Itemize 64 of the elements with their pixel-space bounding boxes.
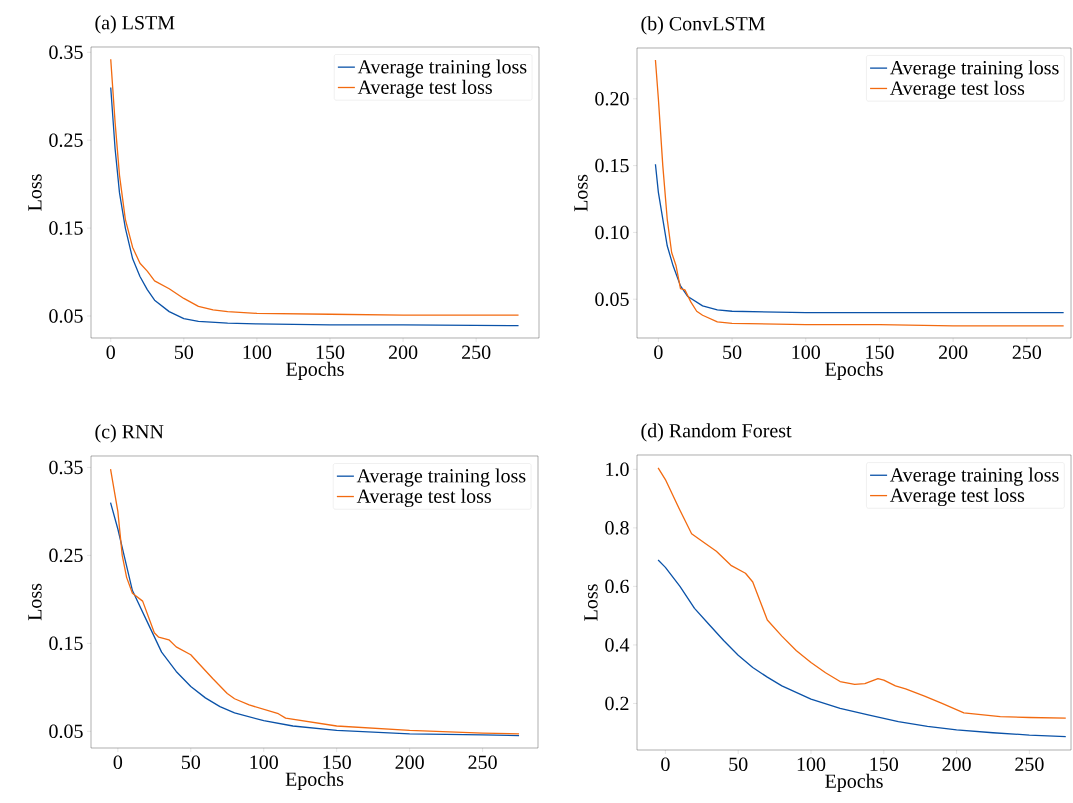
y-tick-label: 0.35 (49, 460, 83, 475)
chart-title: (d) Random Forest (641, 423, 792, 442)
chart-title: (b) ConvLSTM (641, 16, 765, 35)
x-axis-title: Epochs (825, 361, 883, 380)
x-tick-label: 50 (729, 757, 748, 772)
y-tick-label: 0.15 (49, 636, 83, 651)
x-axis-title: Epochs (286, 361, 344, 380)
legend-label: Average test loss (889, 487, 1025, 507)
y-tick-label: 0.20 (595, 91, 629, 106)
y-tick-label: 0.35 (49, 45, 83, 60)
x-tick-label: 250 (1012, 345, 1042, 360)
x-tick-label: 50 (181, 755, 201, 770)
legend-label: Average training loss (889, 60, 1059, 79)
legend-label: Average training loss (357, 59, 527, 78)
x-tick-label: 0 (661, 757, 670, 772)
chart-title: (c) RNN (95, 424, 164, 443)
x-tick-label: 250 (462, 345, 491, 360)
legend-label: Average test loss (357, 79, 492, 98)
x-tick-label: 100 (250, 755, 278, 770)
y-tick-label: 0.25 (49, 133, 83, 147)
x-tick-label: 150 (870, 757, 899, 772)
y-tick-label: 0.15 (595, 158, 629, 173)
x-tick-label: 200 (388, 345, 418, 360)
x-tick-label: 0 (106, 345, 115, 360)
y-axis-title: Loss (28, 583, 42, 621)
y-tick-label: 0.10 (595, 225, 629, 240)
y-axis-title: Loss (28, 174, 42, 211)
x-tick-label: 150 (323, 755, 351, 770)
x-tick-label: 150 (316, 345, 345, 360)
legend-label: Average training loss (889, 467, 1059, 486)
x-tick-label: 250 (1015, 757, 1044, 772)
line-series (657, 467, 1067, 719)
x-axis-title: Epochs (285, 771, 344, 790)
x-tick-label: 150 (866, 345, 894, 360)
legend-label: Average training loss (356, 468, 526, 487)
x-tick-label: 50 (723, 345, 742, 360)
x-tick-label: 100 (797, 757, 826, 772)
y-tick-label: 0.05 (49, 309, 83, 323)
y-tick-label: 0.05 (49, 724, 83, 739)
x-tick-label: 50 (174, 345, 194, 360)
x-tick-label: 100 (792, 345, 820, 360)
x-tick-label: 200 (395, 755, 424, 770)
y-tick-label: 0.25 (49, 548, 83, 563)
x-tick-label: 250 (468, 755, 497, 770)
y-tick-label: 0.2 (605, 696, 629, 711)
y-tick-label: 0.15 (49, 221, 83, 235)
y-tick-label: 0.05 (595, 292, 629, 307)
line-series (657, 559, 1067, 738)
x-tick-label: 100 (243, 345, 272, 360)
chart-title: (a) LSTM (95, 15, 175, 34)
y-tick-label: 1.0 (606, 462, 629, 477)
x-tick-label: 200 (942, 757, 971, 772)
y-tick-label: 0.4 (605, 638, 630, 652)
y-tick-label: 0.8 (605, 521, 629, 535)
legend-label: Average test loss (356, 488, 491, 508)
y-tick-label: 0.6 (605, 579, 629, 594)
line-series (654, 59, 1065, 327)
legend-label: Average test loss (889, 80, 1025, 99)
x-tick-label: 0 (654, 345, 663, 360)
x-tick-label: 200 (938, 345, 968, 360)
y-axis-title: Loss (584, 584, 598, 621)
y-axis-title: Loss (574, 174, 588, 212)
x-tick-label: 0 (113, 755, 123, 770)
x-axis-title: Epochs (825, 773, 883, 792)
